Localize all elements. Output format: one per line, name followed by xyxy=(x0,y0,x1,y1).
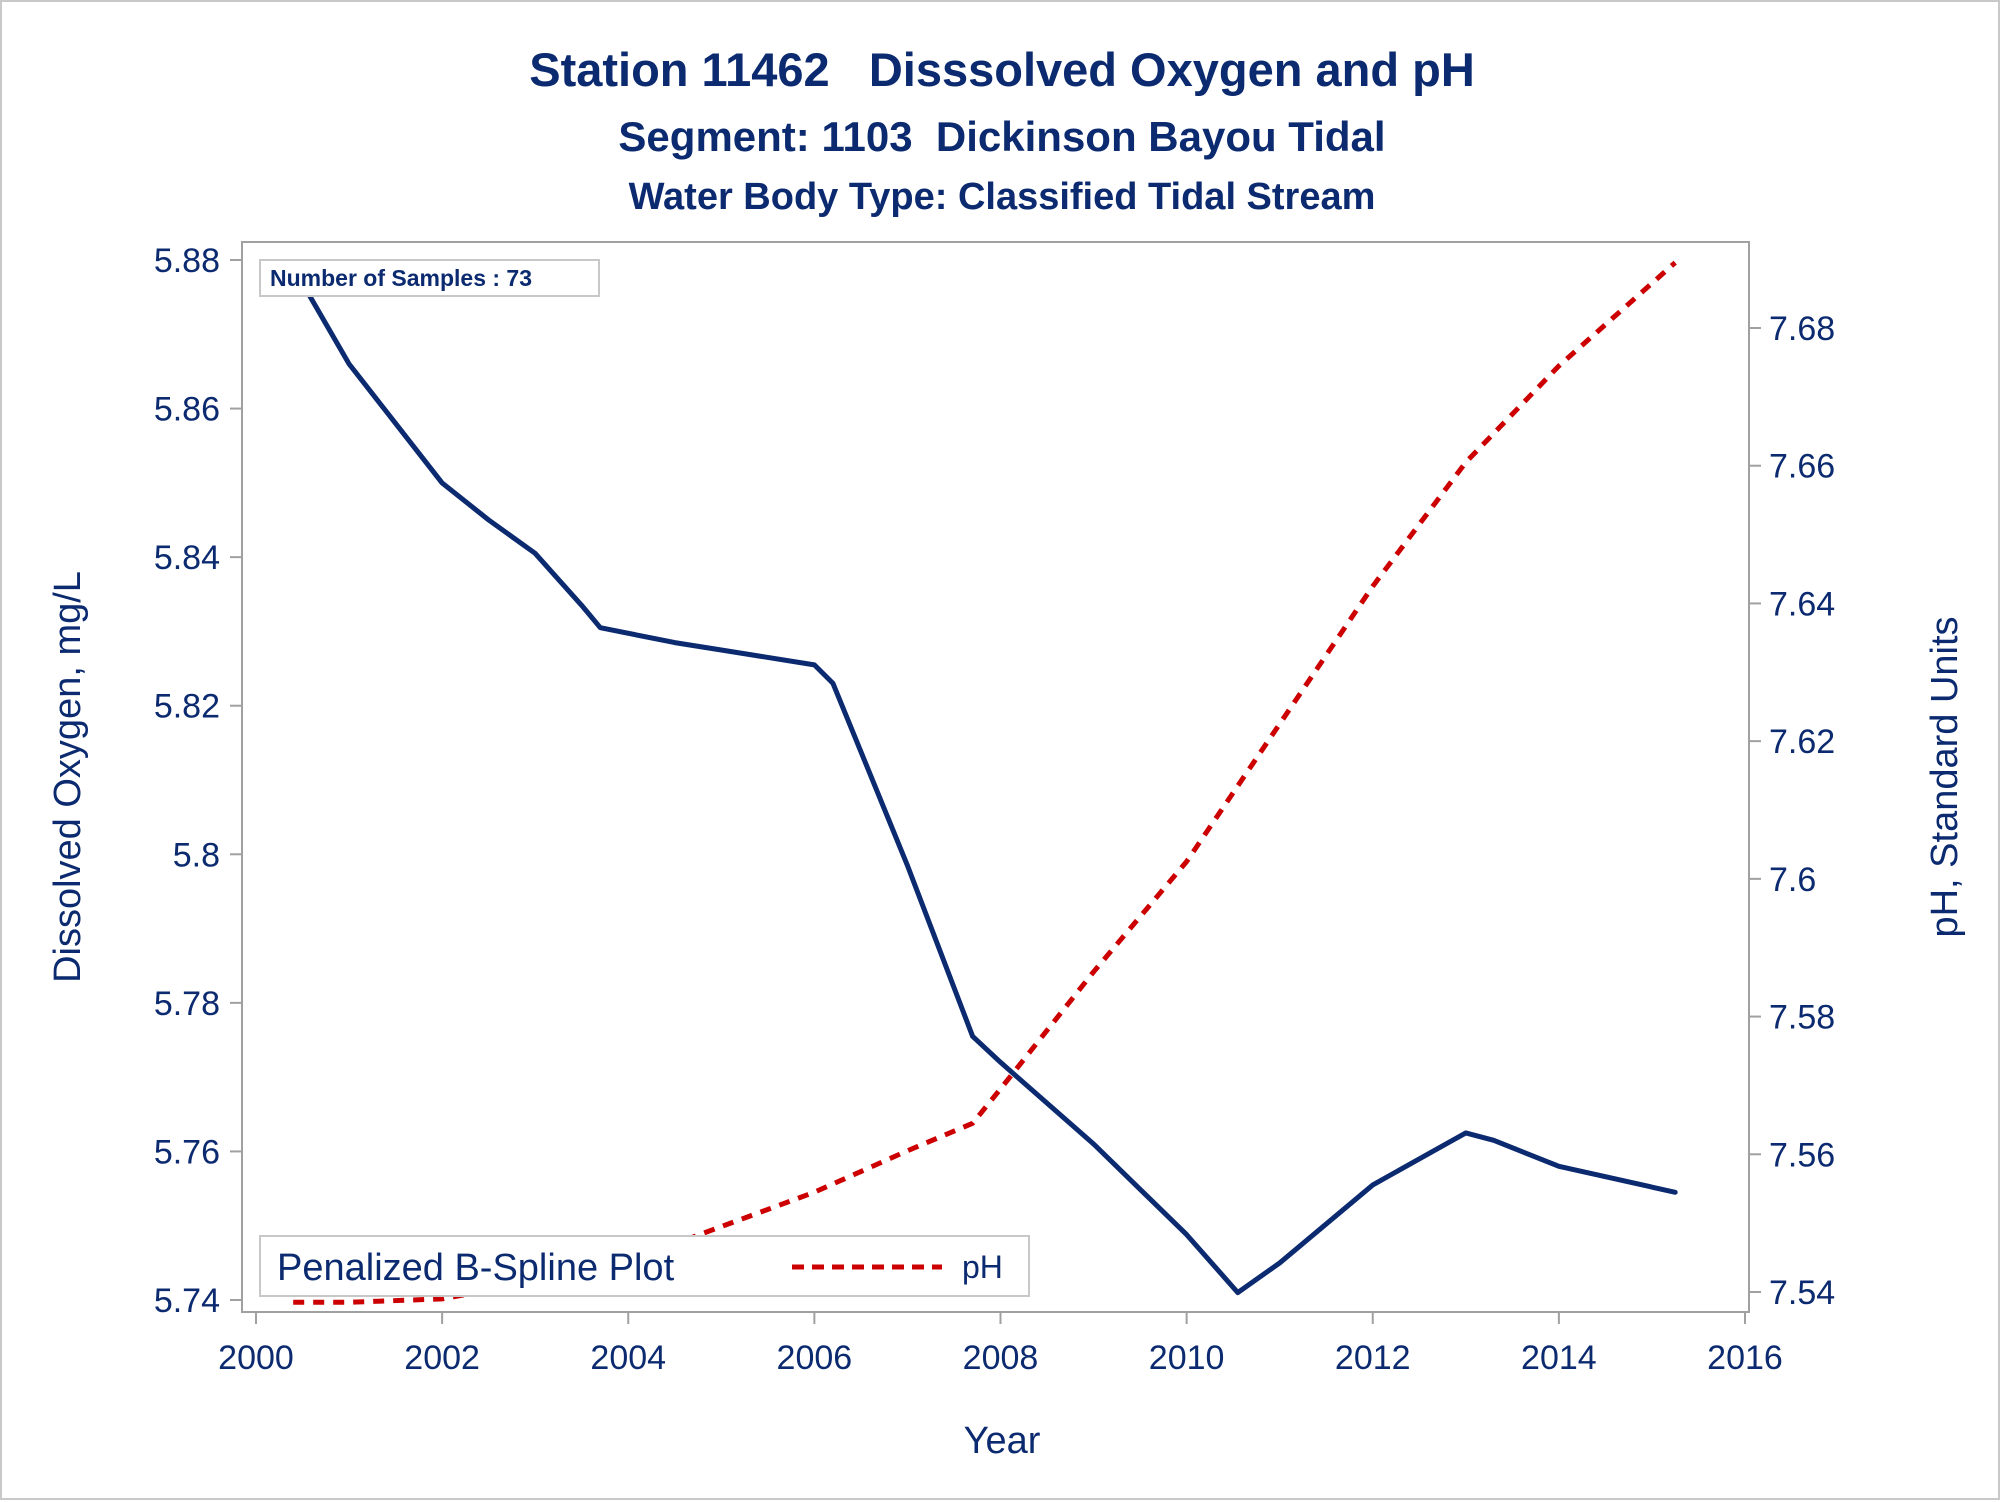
x-tick-label: 2006 xyxy=(777,1339,853,1377)
chart-subtitle-2: Water Body Type: Classified Tidal Stream xyxy=(629,176,1376,218)
plot-area xyxy=(241,241,1750,1313)
y-axis-left-label: Dissolved Oxygen, mg/L xyxy=(47,571,89,983)
y-right-tick-label: 7.58 xyxy=(1769,999,1835,1037)
inset-label: Number of Samples : 73 xyxy=(270,265,532,291)
y-left-tick-label: 5.84 xyxy=(154,539,220,577)
inset-box xyxy=(259,259,600,297)
y-right-tick-label: 7.54 xyxy=(1769,1274,1835,1312)
y-left-tick-label: 5.82 xyxy=(154,688,220,726)
y-right-tick-label: 7.66 xyxy=(1769,448,1835,486)
x-axis-label: Year xyxy=(964,1420,1041,1462)
y-right-tick-label: 7.56 xyxy=(1769,1136,1835,1174)
y-right-tick-label: 7.6 xyxy=(1769,861,1816,899)
y-left-tick-label: 5.8 xyxy=(173,836,220,874)
x-tick-label: 2004 xyxy=(590,1339,666,1377)
y-right-tick-label: 7.64 xyxy=(1769,585,1835,623)
y-left-tick-label: 5.76 xyxy=(154,1133,220,1171)
y-left-tick-label: 5.86 xyxy=(154,391,220,429)
y-left-tick-label: 5.88 xyxy=(154,242,220,280)
x-tick-label: 2002 xyxy=(404,1339,480,1377)
y-left-tick-label: 5.78 xyxy=(154,985,220,1023)
y-right-tick-label: 7.62 xyxy=(1769,723,1835,761)
x-axis: 2000 2002 2004 2006 2008 2010 2012 2014 2016 xyxy=(218,1312,1783,1377)
legend-entry-label: Penalized B-Spline Plot xyxy=(277,1247,675,1289)
y-axis-left: 5.74 5.76 5.78 5.8 5.82 5.84 5.86 5.88 xyxy=(154,242,242,1320)
chart-title: Station 11462 Disssolved Oxygen and pH xyxy=(529,43,1475,96)
chart-subtitle: Segment: 1103 Dickinson Bayou Tidal xyxy=(618,113,1385,160)
series-dissolved-oxygen-line xyxy=(290,264,1678,1296)
x-tick-label: 2000 xyxy=(218,1339,294,1377)
series-ph-line xyxy=(293,260,1677,1305)
y-axis-right-label: pH, Standard Units xyxy=(1924,616,1966,937)
x-tick-label: 2008 xyxy=(963,1339,1039,1377)
y-axis-right: 7.54 7.56 7.58 7.6 7.62 7.64 7.66 7.68 xyxy=(1749,310,1835,1312)
x-tick-label: 2014 xyxy=(1521,1339,1597,1377)
x-tick-label: 2012 xyxy=(1335,1339,1411,1377)
y-left-tick-label: 5.74 xyxy=(154,1282,220,1320)
legend-ph-label: pH xyxy=(962,1249,1003,1285)
x-tick-label: 2016 xyxy=(1707,1339,1783,1377)
series-layer xyxy=(290,260,1678,1305)
x-tick-label: 2010 xyxy=(1149,1339,1225,1377)
y-right-tick-label: 7.68 xyxy=(1769,310,1835,348)
